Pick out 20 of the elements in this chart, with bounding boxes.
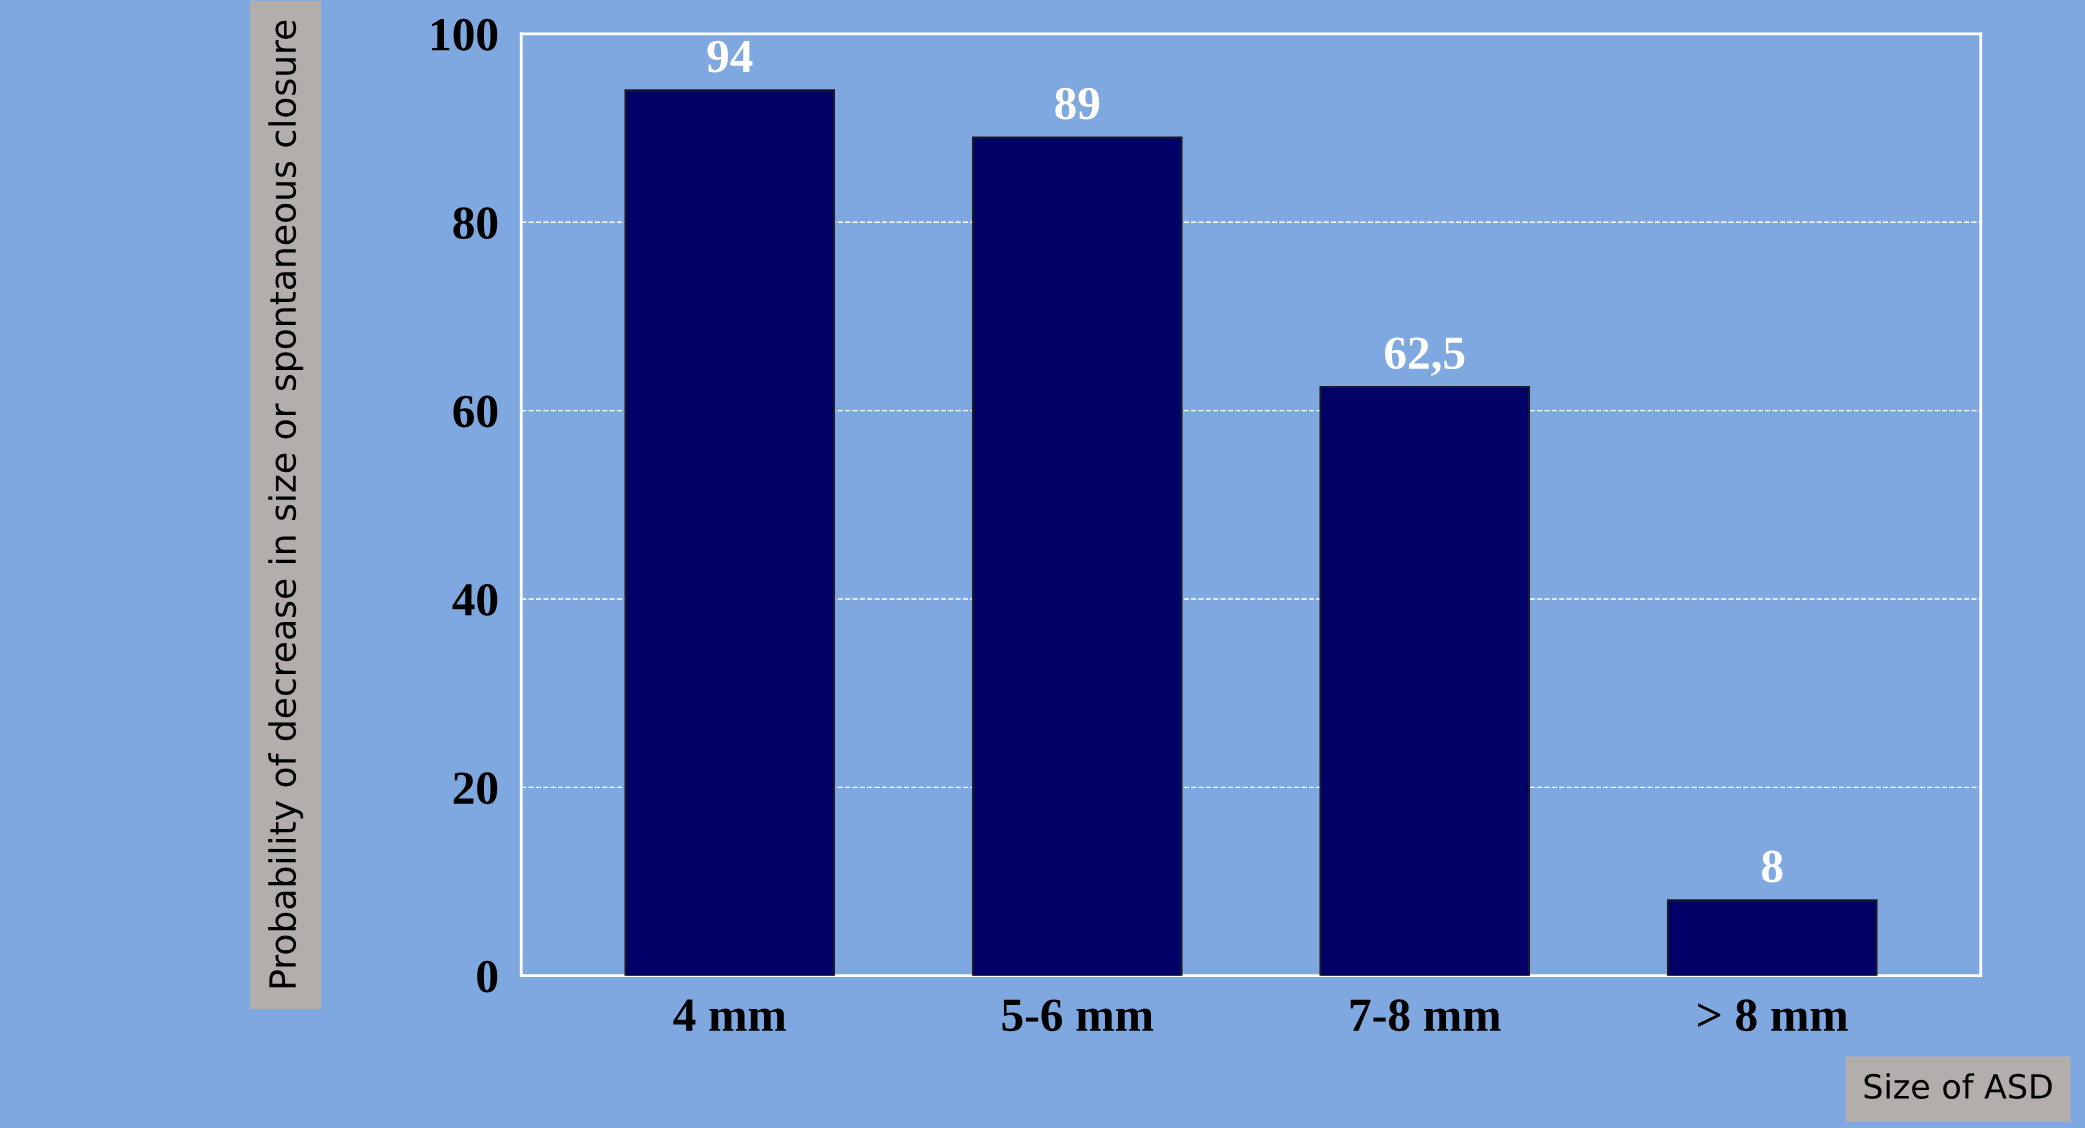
y-tick-label: 0 [477, 960, 498, 993]
y-tick-label: 60 [453, 395, 498, 428]
x-axis-title: Size of ASD [1864, 1073, 2052, 1099]
y-tick-label: 20 [453, 772, 498, 805]
x-tick-label: 5-6 mm [1002, 999, 1154, 1032]
y-tick-label: 100 [431, 18, 498, 51]
data-label: 8 [1762, 850, 1783, 883]
y-tick-label: 80 [453, 207, 498, 240]
bar [1666, 899, 1878, 976]
bar [1319, 386, 1531, 976]
x-tick-label: 7-8 mm [1350, 999, 1501, 1032]
bar [971, 136, 1183, 976]
y-axis-title: Probability of decrease in size or spontaneous closure [268, 20, 304, 988]
x-tick-label: 4 mm [673, 999, 786, 1031]
bar [624, 89, 836, 976]
data-label: 62,5 [1385, 337, 1465, 376]
y-tick-label: 40 [452, 583, 498, 616]
data-label: 94 [707, 40, 753, 73]
x-tick-label: > 8 mm [1698, 999, 1848, 1032]
data-label: 89 [1055, 87, 1100, 120]
